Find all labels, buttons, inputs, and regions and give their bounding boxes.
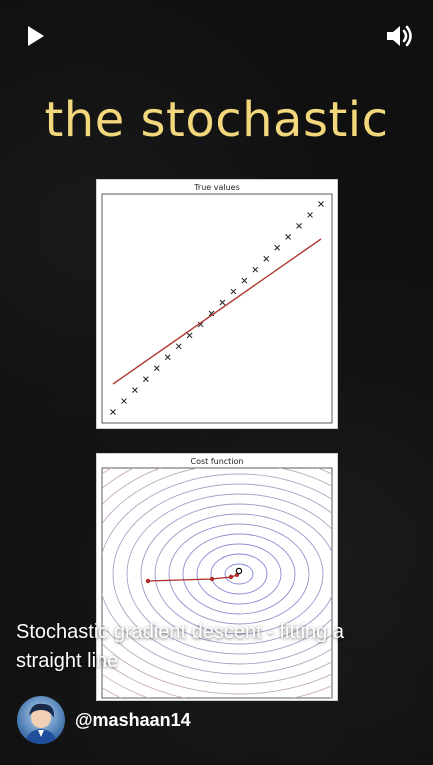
- contour-line: [112, 483, 332, 665]
- data-point: [318, 201, 324, 207]
- data-point: [186, 332, 193, 339]
- data-point: [274, 244, 281, 251]
- data-point: [307, 212, 313, 218]
- channel-info[interactable]: @mashaan14: [17, 695, 191, 745]
- data-point: [153, 365, 160, 372]
- data-point: [285, 233, 292, 240]
- contour-line: [140, 503, 332, 645]
- data-point: [263, 255, 270, 262]
- contour-line: [102, 468, 332, 695]
- video-caption[interactable]: Stochastic gradient descent - fitting a …: [16, 621, 344, 672]
- play-button[interactable]: [20, 20, 52, 52]
- avatar-icon: [25, 703, 57, 744]
- data-point: [110, 409, 116, 415]
- data-point: [175, 343, 182, 350]
- contour-line: [102, 473, 332, 675]
- true-values-chart: [101, 193, 333, 424]
- plot-title: Cost function: [190, 457, 244, 466]
- data-point: [164, 354, 171, 361]
- data-point: [241, 277, 248, 284]
- contour-line: [210, 553, 268, 595]
- cost-function-plot: Cost function: [97, 454, 337, 700]
- descent-path: [145, 567, 243, 584]
- data-point: [296, 223, 302, 229]
- contour-line: [126, 493, 332, 655]
- data-point: [252, 266, 259, 273]
- data-point: [230, 288, 237, 295]
- data-point: [208, 310, 215, 317]
- avatar[interactable]: [17, 696, 65, 744]
- channel-handle[interactable]: @mashaan14: [75, 709, 191, 730]
- contour-line: [102, 468, 332, 685]
- data-point: [121, 398, 127, 404]
- data-point: [197, 321, 204, 328]
- contour-line: [224, 563, 254, 585]
- video-title-overlay: the stochastic: [44, 92, 389, 148]
- play-icon: [28, 26, 44, 46]
- contour-line: [154, 513, 324, 635]
- true-values-plot: True values: [97, 180, 337, 428]
- contour-line: [182, 533, 296, 615]
- contour-line: [168, 523, 310, 625]
- data-point: [219, 299, 226, 306]
- cost-function-chart: [101, 467, 333, 699]
- fit-line: [112, 238, 322, 385]
- volume-button[interactable]: [383, 20, 415, 52]
- minimum-marker: [235, 567, 243, 575]
- data-point: [132, 387, 138, 393]
- volume-icon: [387, 25, 412, 47]
- plot-title: True values: [194, 183, 240, 192]
- contour-line: [196, 543, 282, 605]
- data-point: [142, 376, 149, 383]
